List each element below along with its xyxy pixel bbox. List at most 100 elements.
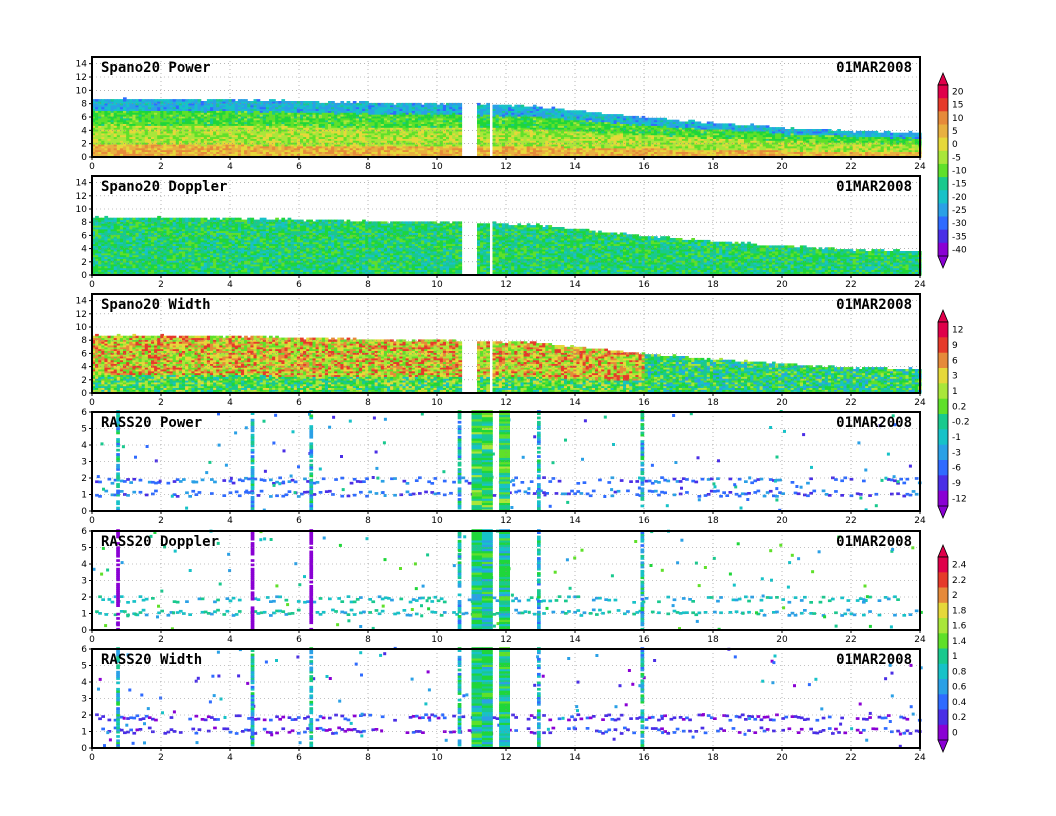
heatmap-cell — [234, 127, 239, 130]
heatmap-cell — [241, 99, 245, 102]
heatmap-cell — [293, 145, 298, 149]
heatmap-cell — [228, 134, 233, 138]
heatmap-cell — [104, 143, 109, 147]
heatmap-cell — [265, 110, 270, 113]
heatmap-cell — [318, 151, 323, 154]
heatmap-cell — [303, 138, 307, 141]
heatmap-cell — [256, 106, 261, 110]
heatmap-cell — [119, 151, 124, 154]
heatmap-cell — [318, 149, 323, 152]
heatmap-cell — [95, 138, 99, 141]
heatmap-cell — [166, 149, 171, 152]
heatmap-cell — [334, 125, 338, 128]
heatmap-cell — [312, 136, 317, 139]
heatmap-cell — [219, 125, 223, 128]
heatmap-cell — [269, 104, 273, 108]
heatmap-cell — [116, 110, 121, 113]
heatmap-cell — [219, 129, 223, 132]
heatmap-cell — [253, 134, 258, 138]
heatmap-cell — [281, 123, 286, 126]
heatmap-cell — [157, 119, 161, 123]
heatmap-cell — [300, 106, 304, 110]
heatmap-cell — [210, 136, 214, 139]
heatmap-cell — [151, 101, 155, 104]
heatmap-cell — [213, 108, 217, 111]
heatmap-cell — [296, 151, 301, 154]
heatmap-cell — [113, 117, 118, 121]
heatmap-cell — [163, 147, 168, 151]
heatmap-cell — [92, 153, 96, 156]
heatmap-cell — [331, 149, 335, 152]
heatmap-cell — [275, 104, 279, 108]
heatmap-cell — [278, 143, 282, 147]
heatmap-cell — [244, 127, 248, 130]
heatmap-cell — [135, 119, 140, 123]
heatmap-cell — [157, 132, 161, 136]
heatmap-cell — [160, 121, 164, 124]
heatmap-cell — [185, 119, 189, 123]
heatmap-cell — [135, 149, 140, 152]
heatmap-cell — [178, 130, 183, 134]
heatmap-cell — [182, 119, 186, 123]
heatmap-cell — [98, 153, 102, 156]
heatmap-cell — [182, 153, 186, 156]
heatmap-cell — [244, 151, 248, 154]
heatmap-cell — [241, 136, 245, 139]
heatmap-cell — [169, 142, 174, 145]
heatmap-cell — [331, 102, 335, 106]
heatmap-cell — [135, 102, 140, 106]
heatmap-cell — [324, 153, 329, 156]
heatmap-cell — [259, 153, 264, 156]
heatmap-cell — [219, 151, 223, 154]
heatmap-cell — [278, 145, 282, 149]
heatmap-cell — [334, 138, 338, 141]
heatmap-cell — [234, 142, 239, 145]
heatmap-cell — [110, 134, 115, 138]
heatmap-cell — [166, 123, 171, 126]
heatmap-cell — [95, 99, 99, 102]
heatmap-cell — [262, 130, 267, 134]
heatmap-cell — [309, 108, 313, 111]
heatmap-cell — [119, 115, 124, 119]
heatmap-cell — [157, 110, 161, 113]
heatmap-cell — [141, 132, 146, 136]
heatmap-cell — [113, 142, 118, 145]
heatmap-cell — [160, 132, 164, 136]
heatmap-cell — [163, 136, 168, 139]
heatmap-cell — [278, 121, 282, 124]
heatmap-cell — [250, 101, 255, 104]
heatmap-cell — [178, 104, 183, 108]
heatmap-cell — [210, 125, 214, 128]
heatmap-cell — [300, 117, 304, 121]
heatmap-cell — [256, 136, 261, 139]
heatmap-cell — [315, 132, 320, 136]
heatmap-cell — [160, 102, 164, 106]
heatmap-cell — [147, 153, 152, 156]
heatmap-cell — [315, 136, 320, 139]
heatmap-cell — [141, 142, 146, 145]
heatmap-cell — [197, 104, 202, 108]
heatmap-cell — [194, 140, 199, 143]
heatmap-cell — [272, 121, 276, 124]
heatmap-cell — [92, 130, 96, 134]
heatmap-cell — [151, 130, 155, 134]
heatmap-cell — [309, 143, 313, 147]
heatmap-cell — [135, 127, 140, 130]
heatmap-cell — [219, 136, 223, 139]
heatmap-cell — [203, 132, 208, 136]
heatmap-cell — [306, 110, 310, 113]
heatmap-cell — [241, 125, 245, 128]
heatmap-cell — [110, 123, 115, 126]
heatmap-cell — [318, 102, 323, 106]
heatmap-cell — [110, 119, 115, 123]
heatmap-cell — [107, 108, 112, 111]
heatmap-cell — [172, 142, 177, 145]
heatmap-cell — [237, 106, 242, 110]
heatmap-cell — [334, 127, 338, 130]
heatmap-cell — [182, 125, 186, 128]
heatmap-cell — [213, 121, 217, 124]
heatmap-cell — [259, 147, 264, 151]
heatmap-cell — [113, 102, 118, 106]
heatmap-cell — [92, 129, 96, 132]
heatmap-cell — [293, 134, 298, 138]
